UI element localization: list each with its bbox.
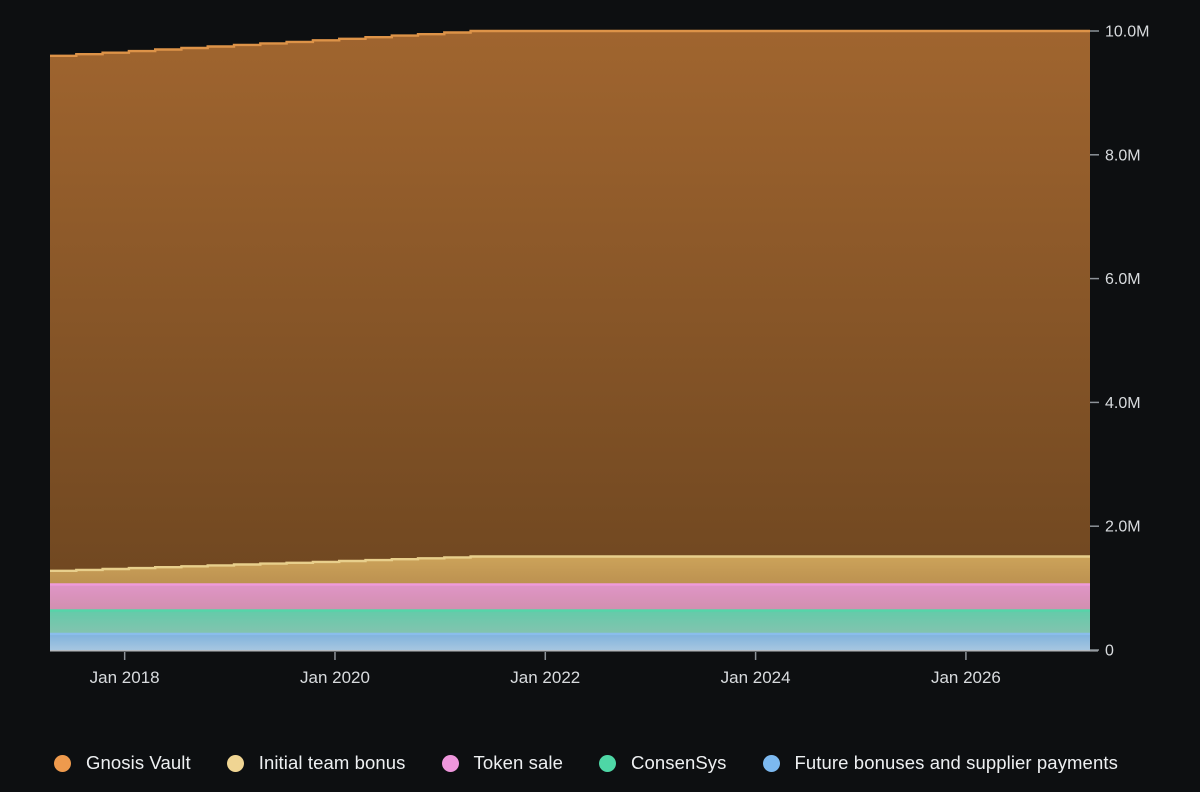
legend-label: Future bonuses and supplier payments	[794, 752, 1118, 773]
legend-dot-gnosis-vault-icon	[54, 754, 71, 772]
legend-label: Token sale	[473, 752, 563, 773]
area-gnosis-vault[interactable]	[50, 31, 1090, 571]
y-tick-label: 4.0M	[1105, 395, 1141, 412]
y-tick-label: 10.0M	[1105, 24, 1149, 41]
stacked-area-chart[interactable]: Jan 2018 Jan 2020 Jan 2022 Jan 2024 Jan 2026…	[0, 0, 1200, 710]
legend-label: Initial team bonus	[258, 752, 406, 773]
axes-group: Jan 2018 Jan 2020 Jan 2022 Jan 2024 Jan 2026…	[50, 24, 1149, 687]
legend-dot-initial-team-bonus-icon	[226, 754, 244, 772]
series-line-gnosis-vault	[50, 29, 1090, 57]
series-line-initial-team-bonus	[50, 555, 1090, 572]
x-tick-label: Jan 2022	[510, 668, 580, 687]
x-tick-label: Jan 2026	[931, 668, 1001, 687]
x-tick-label: Jan 2020	[300, 668, 370, 687]
x-tick-label: Jan 2024	[721, 668, 791, 687]
y-tick-label: 2.0M	[1105, 519, 1141, 536]
legend-label: Gnosis Vault	[86, 752, 191, 773]
legend-item-consensys[interactable]: ConsenSys	[598, 752, 727, 774]
series-line-group	[50, 29, 1090, 636]
y-tick-label: 0	[1105, 643, 1114, 660]
y-tick-label: 8.0M	[1105, 147, 1141, 164]
legend-item-gnosis-vault[interactable]: Gnosis Vault	[54, 752, 191, 774]
legend-item-future-bonuses-and-supplier-payments[interactable]: Future bonuses and supplier payments	[762, 752, 1118, 774]
x-tick-label: Jan 2018	[90, 668, 160, 687]
legend-dot-token-sale-icon	[441, 754, 459, 772]
legend-dot-future-bonuses-and-supplier-payments-icon	[762, 754, 780, 772]
legend-item-token-sale[interactable]: Token sale	[441, 752, 563, 774]
y-tick-label: 6.0M	[1105, 271, 1141, 288]
chart-legend: Gnosis Vault Initial team bonus Token sale…	[54, 752, 1118, 774]
area-token-sale[interactable]	[50, 584, 1090, 611]
area-consensys[interactable]	[50, 610, 1090, 634]
legend-item-initial-team-bonus[interactable]: Initial team bonus	[226, 752, 406, 774]
legend-dot-consensys-icon	[598, 754, 616, 772]
legend-label: ConsenSys	[630, 752, 727, 773]
area-future-bonuses-and-supplier-payments[interactable]	[50, 633, 1090, 650]
